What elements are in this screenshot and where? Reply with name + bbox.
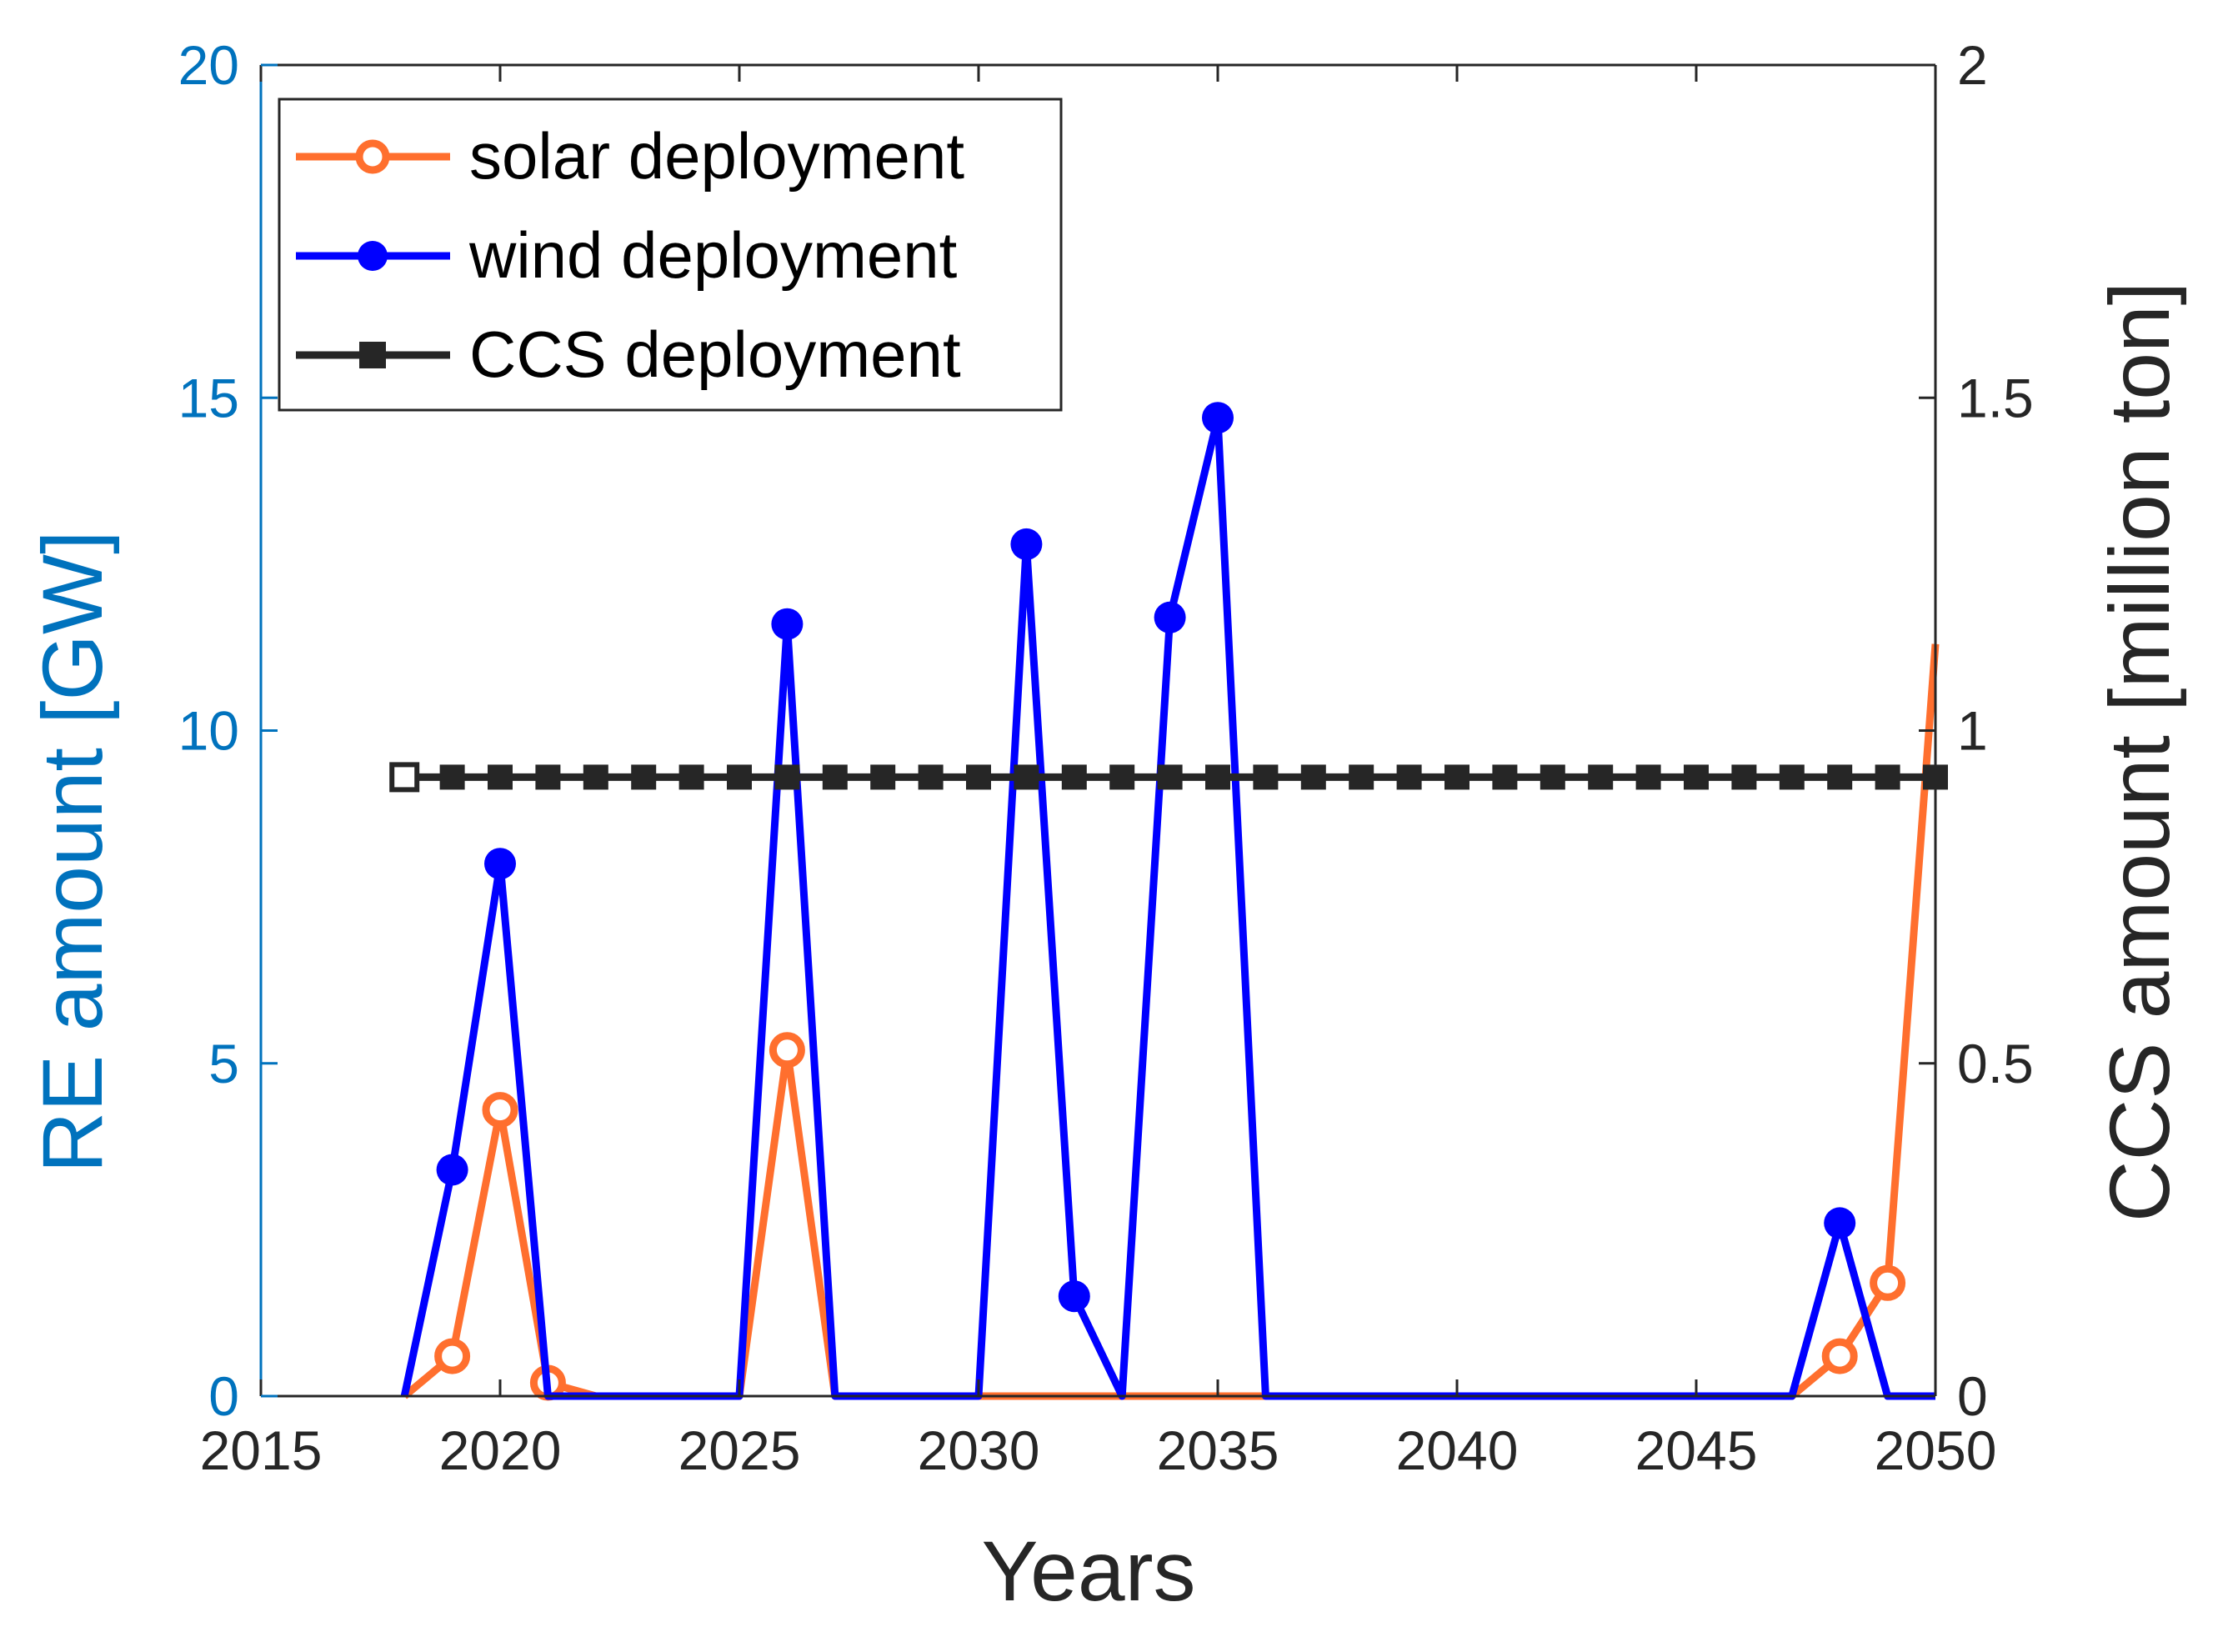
legend-ccs-label: CCS deployment	[469, 318, 961, 391]
solar-marker	[434, 1338, 471, 1374]
ccs-marker	[1635, 764, 1661, 790]
ccs-marker	[1253, 764, 1279, 790]
right-y-tick-label: 0.5	[1957, 1033, 2034, 1094]
legend-solar-label: solar deployment	[469, 119, 964, 193]
ccs-marker	[1684, 764, 1709, 790]
left-y-tick-label: 10	[178, 700, 239, 762]
ccs-marker	[439, 764, 465, 790]
ccs-marker	[631, 764, 657, 790]
legend-wind-label: wind deployment	[468, 218, 958, 292]
ccs-marker	[1444, 764, 1469, 790]
left-y-tick-label: 0	[208, 1365, 239, 1427]
ccs-marker	[1492, 764, 1518, 790]
ccs-marker	[1061, 764, 1087, 790]
x-tick-label: 2015	[200, 1419, 323, 1481]
right-y-tick-label: 1.5	[1957, 367, 2034, 428]
left-y-tick-label: 20	[178, 34, 239, 96]
wind-marker	[484, 848, 516, 880]
wind-marker	[1154, 601, 1186, 633]
ccs-marker	[1396, 764, 1422, 790]
solar-marker	[1870, 1264, 1906, 1301]
solar-marker	[482, 1092, 518, 1129]
x-tick-label: 2035	[1157, 1419, 1279, 1481]
left-y-tick-label: 15	[178, 367, 239, 428]
x-tick-label: 2050	[1875, 1419, 1997, 1481]
ccs-marker	[774, 764, 800, 790]
ccs-marker	[1588, 764, 1614, 790]
wind-marker	[1058, 1280, 1090, 1313]
right-y-tick-label: 0	[1957, 1365, 1988, 1427]
wind-marker	[771, 608, 804, 640]
ccs-marker	[822, 764, 848, 790]
ccs-marker	[1205, 764, 1230, 790]
wind-marker	[1202, 402, 1234, 434]
axes-layer: 2015 2020 2025 2030 2035 2040 2045 205005101520…	[178, 34, 2034, 1481]
right-y-tick-label: 1	[1957, 700, 1988, 762]
legend-item-solar: solar deployment	[296, 119, 964, 193]
ccs-marker	[1349, 764, 1374, 790]
right-y-axis-label: CCS amount [million ton]	[2092, 282, 2187, 1222]
ccs-marker	[535, 764, 561, 790]
solar-marker	[769, 1032, 805, 1069]
x-tick-label: 2045	[1635, 1419, 1758, 1481]
legend-ccs-marker	[359, 342, 386, 368]
ccs-marker	[1014, 764, 1039, 790]
ccs-marker	[1875, 764, 1900, 790]
wind-marker	[1824, 1207, 1856, 1239]
ccs-marker	[1300, 764, 1326, 790]
legend-item-wind: wind deployment	[296, 218, 958, 292]
ccs-marker	[583, 764, 608, 790]
x-tick-label: 2020	[439, 1419, 562, 1481]
ccs-marker	[1109, 764, 1135, 790]
ccs-marker	[1779, 764, 1805, 790]
left-y-axis-label: RE amount [GW]	[25, 531, 120, 1174]
ccs-marker	[488, 764, 513, 790]
ccs-marker	[389, 762, 420, 793]
ccs-marker	[918, 764, 944, 790]
ccs-marker	[1731, 764, 1757, 790]
wind-marker	[436, 1154, 468, 1186]
ccs-marker	[1540, 764, 1565, 790]
x-tick-label: 2025	[678, 1419, 801, 1481]
right-y-tick-label: 2	[1957, 34, 1988, 96]
legend-wind-marker	[358, 241, 388, 271]
ccs-marker	[727, 764, 752, 790]
ccs-marker	[1827, 764, 1853, 790]
left-y-tick-label: 5	[208, 1033, 239, 1094]
x-axis-label: Years	[981, 1524, 1195, 1619]
x-tick-label: 2040	[1396, 1419, 1519, 1481]
solar-marker	[1821, 1338, 1858, 1374]
x-tick-label: 2030	[918, 1419, 1040, 1481]
wind-marker	[1010, 528, 1043, 560]
legend-item-ccs: CCS deployment	[296, 318, 961, 391]
legend-solar-marker	[355, 139, 390, 174]
ccs-marker	[678, 764, 704, 790]
ccs-marker	[870, 764, 896, 790]
ccs-marker	[966, 764, 991, 790]
ccs-marker	[1157, 764, 1183, 790]
legend: solar deployment wind deployment CCS dep…	[278, 98, 1063, 412]
